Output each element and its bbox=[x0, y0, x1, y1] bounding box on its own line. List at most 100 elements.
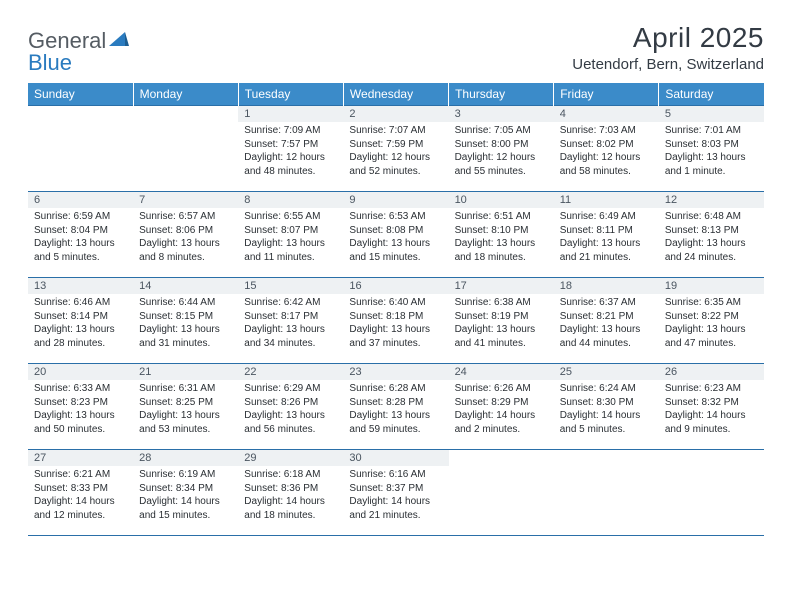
header: General April 2025 Uetendorf, Bern, Swit… bbox=[28, 22, 764, 73]
sunset-line: Sunset: 8:21 PM bbox=[560, 310, 653, 324]
daylight-line: Daylight: 13 hours and 15 minutes. bbox=[349, 237, 442, 264]
calendar-table: SundayMondayTuesdayWednesdayThursdayFrid… bbox=[28, 83, 764, 536]
sunrise-line: Sunrise: 6:51 AM bbox=[455, 210, 548, 224]
sunset-line: Sunset: 8:32 PM bbox=[665, 396, 758, 410]
day-details: Sunrise: 6:29 AMSunset: 8:26 PMDaylight:… bbox=[238, 380, 343, 440]
calendar-cell: 6Sunrise: 6:59 AMSunset: 8:04 PMDaylight… bbox=[28, 192, 133, 278]
daylight-line: Daylight: 13 hours and 11 minutes. bbox=[244, 237, 337, 264]
sunrise-line: Sunrise: 6:49 AM bbox=[560, 210, 653, 224]
daylight-line: Daylight: 13 hours and 37 minutes. bbox=[349, 323, 442, 350]
daylight-line: Daylight: 13 hours and 53 minutes. bbox=[139, 409, 232, 436]
location: Uetendorf, Bern, Switzerland bbox=[572, 56, 764, 73]
day-details: Sunrise: 7:07 AMSunset: 7:59 PMDaylight:… bbox=[343, 122, 448, 182]
daylight-line: Daylight: 12 hours and 55 minutes. bbox=[455, 151, 548, 178]
sunset-line: Sunset: 8:10 PM bbox=[455, 224, 548, 238]
day-details: Sunrise: 6:37 AMSunset: 8:21 PMDaylight:… bbox=[554, 294, 659, 354]
sunrise-line: Sunrise: 7:07 AM bbox=[349, 124, 442, 138]
calendar-row: 27Sunrise: 6:21 AMSunset: 8:33 PMDayligh… bbox=[28, 450, 764, 536]
sunrise-line: Sunrise: 6:24 AM bbox=[560, 382, 653, 396]
day-details: Sunrise: 7:03 AMSunset: 8:02 PMDaylight:… bbox=[554, 122, 659, 182]
weekday-header: Sunday bbox=[28, 83, 133, 106]
calendar-cell bbox=[554, 450, 659, 536]
sunrise-line: Sunrise: 7:05 AM bbox=[455, 124, 548, 138]
day-details: Sunrise: 6:44 AMSunset: 8:15 PMDaylight:… bbox=[133, 294, 238, 354]
day-details: Sunrise: 6:24 AMSunset: 8:30 PMDaylight:… bbox=[554, 380, 659, 440]
calendar-cell: 20Sunrise: 6:33 AMSunset: 8:23 PMDayligh… bbox=[28, 364, 133, 450]
daylight-line: Daylight: 14 hours and 5 minutes. bbox=[560, 409, 653, 436]
sunrise-line: Sunrise: 6:16 AM bbox=[349, 468, 442, 482]
sunrise-line: Sunrise: 7:03 AM bbox=[560, 124, 653, 138]
calendar-cell: 12Sunrise: 6:48 AMSunset: 8:13 PMDayligh… bbox=[659, 192, 764, 278]
daylight-line: Daylight: 14 hours and 21 minutes. bbox=[349, 495, 442, 522]
day-number: 11 bbox=[554, 192, 659, 208]
day-details: Sunrise: 6:46 AMSunset: 8:14 PMDaylight:… bbox=[28, 294, 133, 354]
day-details: Sunrise: 6:49 AMSunset: 8:11 PMDaylight:… bbox=[554, 208, 659, 268]
day-details: Sunrise: 6:23 AMSunset: 8:32 PMDaylight:… bbox=[659, 380, 764, 440]
sunset-line: Sunset: 8:33 PM bbox=[34, 482, 127, 496]
day-details: Sunrise: 7:01 AMSunset: 8:03 PMDaylight:… bbox=[659, 122, 764, 182]
calendar-cell bbox=[449, 450, 554, 536]
day-details: Sunrise: 6:35 AMSunset: 8:22 PMDaylight:… bbox=[659, 294, 764, 354]
calendar-cell bbox=[133, 106, 238, 192]
sunset-line: Sunset: 8:37 PM bbox=[349, 482, 442, 496]
calendar-cell bbox=[28, 106, 133, 192]
sunrise-line: Sunrise: 6:44 AM bbox=[139, 296, 232, 310]
daylight-line: Daylight: 13 hours and 41 minutes. bbox=[455, 323, 548, 350]
sunset-line: Sunset: 8:17 PM bbox=[244, 310, 337, 324]
day-number: 5 bbox=[659, 106, 764, 122]
day-number: 17 bbox=[449, 278, 554, 294]
daylight-line: Daylight: 14 hours and 18 minutes. bbox=[244, 495, 337, 522]
day-number: 25 bbox=[554, 364, 659, 380]
sunset-line: Sunset: 8:08 PM bbox=[349, 224, 442, 238]
day-number: 22 bbox=[238, 364, 343, 380]
daylight-line: Daylight: 13 hours and 56 minutes. bbox=[244, 409, 337, 436]
calendar-cell: 4Sunrise: 7:03 AMSunset: 8:02 PMDaylight… bbox=[554, 106, 659, 192]
daylight-line: Daylight: 13 hours and 8 minutes. bbox=[139, 237, 232, 264]
sunset-line: Sunset: 8:13 PM bbox=[665, 224, 758, 238]
logo-line2: Blue bbox=[28, 50, 72, 76]
sunrise-line: Sunrise: 6:23 AM bbox=[665, 382, 758, 396]
day-number: 9 bbox=[343, 192, 448, 208]
day-number: 28 bbox=[133, 450, 238, 466]
calendar-cell: 22Sunrise: 6:29 AMSunset: 8:26 PMDayligh… bbox=[238, 364, 343, 450]
sunrise-line: Sunrise: 6:21 AM bbox=[34, 468, 127, 482]
calendar-row: 6Sunrise: 6:59 AMSunset: 8:04 PMDaylight… bbox=[28, 192, 764, 278]
sunset-line: Sunset: 8:22 PM bbox=[665, 310, 758, 324]
calendar-page: General April 2025 Uetendorf, Bern, Swit… bbox=[0, 0, 792, 546]
sunset-line: Sunset: 8:25 PM bbox=[139, 396, 232, 410]
day-details: Sunrise: 6:31 AMSunset: 8:25 PMDaylight:… bbox=[133, 380, 238, 440]
calendar-head: SundayMondayTuesdayWednesdayThursdayFrid… bbox=[28, 83, 764, 106]
day-number: 14 bbox=[133, 278, 238, 294]
day-number: 20 bbox=[28, 364, 133, 380]
sunrise-line: Sunrise: 6:46 AM bbox=[34, 296, 127, 310]
sunset-line: Sunset: 8:19 PM bbox=[455, 310, 548, 324]
day-details: Sunrise: 6:16 AMSunset: 8:37 PMDaylight:… bbox=[343, 466, 448, 526]
weekday-header: Tuesday bbox=[238, 83, 343, 106]
sunrise-line: Sunrise: 7:09 AM bbox=[244, 124, 337, 138]
day-details: Sunrise: 6:21 AMSunset: 8:33 PMDaylight:… bbox=[28, 466, 133, 526]
sunset-line: Sunset: 8:15 PM bbox=[139, 310, 232, 324]
day-details: Sunrise: 6:28 AMSunset: 8:28 PMDaylight:… bbox=[343, 380, 448, 440]
day-number: 8 bbox=[238, 192, 343, 208]
sunrise-line: Sunrise: 6:26 AM bbox=[455, 382, 548, 396]
daylight-line: Daylight: 13 hours and 5 minutes. bbox=[34, 237, 127, 264]
sunset-line: Sunset: 8:36 PM bbox=[244, 482, 337, 496]
calendar-row: 13Sunrise: 6:46 AMSunset: 8:14 PMDayligh… bbox=[28, 278, 764, 364]
daylight-line: Daylight: 13 hours and 47 minutes. bbox=[665, 323, 758, 350]
day-number: 10 bbox=[449, 192, 554, 208]
calendar-cell: 21Sunrise: 6:31 AMSunset: 8:25 PMDayligh… bbox=[133, 364, 238, 450]
weekday-header: Monday bbox=[133, 83, 238, 106]
day-details: Sunrise: 6:19 AMSunset: 8:34 PMDaylight:… bbox=[133, 466, 238, 526]
daylight-line: Daylight: 14 hours and 2 minutes. bbox=[455, 409, 548, 436]
sunset-line: Sunset: 8:03 PM bbox=[665, 138, 758, 152]
day-number: 21 bbox=[133, 364, 238, 380]
weekday-header: Wednesday bbox=[343, 83, 448, 106]
day-details: Sunrise: 6:53 AMSunset: 8:08 PMDaylight:… bbox=[343, 208, 448, 268]
sunrise-line: Sunrise: 6:28 AM bbox=[349, 382, 442, 396]
sunrise-line: Sunrise: 6:57 AM bbox=[139, 210, 232, 224]
logo-text-blue: Blue bbox=[28, 50, 72, 75]
sunset-line: Sunset: 8:23 PM bbox=[34, 396, 127, 410]
daylight-line: Daylight: 13 hours and 59 minutes. bbox=[349, 409, 442, 436]
title-block: April 2025 Uetendorf, Bern, Switzerland bbox=[572, 22, 764, 73]
sunset-line: Sunset: 8:34 PM bbox=[139, 482, 232, 496]
